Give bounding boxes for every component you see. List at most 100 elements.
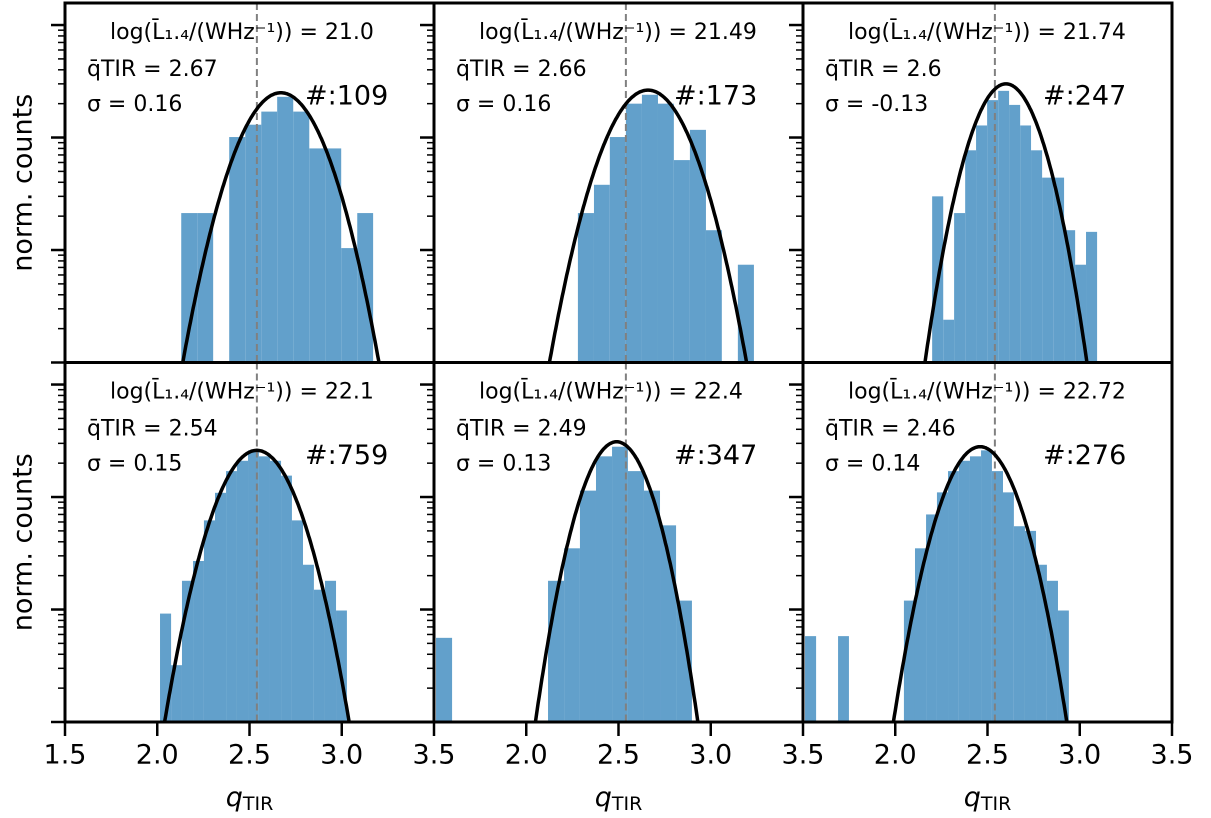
bar [309,148,326,363]
y-axis-label: norm. counts [8,94,39,272]
panel: log(L̄₁.₄/(WHz⁻¹)) = 22.4 q̄TIR = 2.49 σ =… [436,362,757,722]
luminosity-label: log(L̄₁.₄/(WHz⁻¹)) = 22.72 [848,378,1126,404]
x-tick-label: 2.0 [874,740,917,771]
bar [1046,580,1058,722]
x-label-symbol: q [964,782,981,813]
bar [958,460,970,722]
bar [1002,492,1014,722]
bar [1031,150,1043,363]
bar [236,460,249,722]
bar [1009,104,1021,363]
mean-label: q̄TIR = 2.46 [825,417,956,442]
luminosity-label: log(L̄₁.₄/(WHz⁻¹)) = 22.1 [110,378,374,404]
bar [1024,530,1037,722]
x-label-subscript: TIR [611,793,642,815]
count-label: #:276 [1043,440,1126,471]
bar [965,150,977,363]
bar [595,456,613,722]
bar [969,456,982,722]
x-tick-label: 3.0 [689,740,732,771]
bar [313,589,325,722]
x-tick-label: 2.0 [505,740,548,771]
bar [261,111,278,363]
luminosity-label: log(L̄₁.₄/(WHz⁻¹)) = 21.74 [848,19,1126,45]
bar [926,514,937,722]
bar [1020,125,1032,363]
x-tick-label: 2.0 [136,740,179,771]
bar [341,248,358,363]
bar [1086,231,1098,363]
y-axis-label: norm. counts [8,453,39,631]
sigma-label: σ = 0.14 [825,452,920,477]
bar [987,100,999,363]
x-tick-label: 3.0 [1058,740,1101,771]
bar [914,548,927,722]
mean-label: q̄TIR = 2.6 [825,57,942,82]
panel: log(L̄₁.₄/(WHz⁻¹)) = 22.72 q̄TIR = 2.46 σ … [805,362,1126,722]
count-label: #:347 [674,440,757,471]
luminosity-label: log(L̄₁.₄/(WHz⁻¹)) = 21.49 [479,19,757,45]
x-tick-label: 2.5 [597,740,640,771]
count-label: #:247 [1043,81,1126,112]
bar [293,111,310,363]
bar [991,471,1003,722]
bar [160,613,172,722]
x-tick-label: 1.5 [44,740,87,771]
bar [181,213,198,363]
bar [277,96,294,363]
bar [336,610,347,722]
x-label-symbol: q [226,782,243,813]
bar [643,490,661,722]
bar [954,213,966,363]
luminosity-label: log(L̄₁.₄/(WHz⁻¹)) = 21.0 [110,19,374,45]
bar [193,560,204,722]
fit-curve [923,82,1089,363]
x-tick-label: 2.5 [228,740,271,771]
bar [936,492,949,722]
bar [1053,177,1065,363]
x-label-subscript: TIR [980,793,1011,815]
bar [324,580,337,722]
fit-curve [162,448,351,722]
panel: log(L̄₁.₄/(WHz⁻¹)) = 21.49 q̄TIR = 2.66 σ … [456,3,757,363]
x-tick-label: 3.5 [782,740,825,771]
sigma-label: σ = 0.15 [87,452,182,477]
bar [612,446,628,722]
bar [998,90,1010,363]
bar [1042,177,1054,363]
bar [641,94,658,363]
x-label-symbol: q [595,782,612,813]
bar [229,137,246,363]
bar [981,450,992,722]
luminosity-label: log(L̄₁.₄/(WHz⁻¹)) = 22.4 [479,378,743,404]
bar [245,124,262,363]
count-label: #:109 [305,81,388,112]
fit-curve [891,444,1069,722]
bar [197,213,214,363]
bar [737,264,754,363]
bar [948,471,959,722]
bar [325,148,342,363]
bar [705,230,722,363]
mean-label: q̄TIR = 2.49 [456,417,587,442]
mean-label: q̄TIR = 2.66 [456,57,587,82]
bar [181,580,194,722]
bar [564,548,580,722]
bar [1064,230,1076,363]
sigma-label: σ = 0.16 [87,92,182,117]
bar [291,520,304,722]
bar [609,137,626,363]
x-label-subscript: TIR [242,793,273,815]
bar [673,160,690,363]
fit-curve [181,91,381,363]
bar [976,125,988,363]
x-tick-label: 3.0 [320,740,363,771]
panel: log(L̄₁.₄/(WHz⁻¹)) = 21.0 q̄TIR = 2.67 σ =… [87,3,388,363]
bar [625,103,642,363]
bar [838,636,849,722]
bar [226,471,237,722]
sigma-label: σ = -0.13 [825,92,928,117]
bar [593,184,610,363]
x-axis-label: qTIR [964,782,1012,815]
